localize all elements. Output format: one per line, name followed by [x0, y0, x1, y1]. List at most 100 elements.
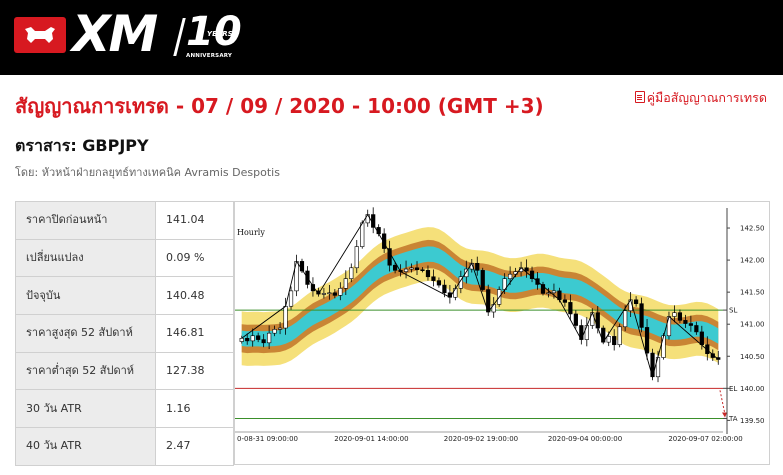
stats-row: ราคาสูงสุด 52 สัปดาห์ 146.81 [15, 314, 234, 353]
candle-body [382, 233, 387, 249]
y-tick-label: 142.50 [740, 225, 765, 233]
candle-body [256, 335, 261, 340]
stats-label: ราคาต่ำสุด 52 สัปดาห์ [15, 351, 156, 391]
band-outer [241, 227, 719, 366]
stats-row: ปัจจุบัน 140.48 [15, 276, 234, 316]
candle-body [666, 316, 672, 337]
instrument-heading: ตราสาร: GBPJPY [15, 136, 149, 155]
stats-value: 0.09 % [155, 238, 234, 278]
anniversary-years: YEARS [207, 30, 233, 38]
projection-arrow [722, 412, 727, 418]
candle-body [354, 246, 359, 269]
price-chart-svg: SL EL TA 142.50 142.00 141.50 141.00 140.50 140.… [235, 207, 765, 443]
candle-body [491, 304, 496, 313]
anniversary-number: 10 [186, 9, 242, 55]
candle-body [436, 280, 442, 286]
page-title: สัญญาณการเทรด - 07 / 09 / 2020 - 10:00 (… [15, 94, 544, 118]
stats-label: ราคาปิดก่อนหน้า [15, 201, 156, 240]
stats-value: 2.47 [155, 427, 234, 466]
x-tick-label: 2020-09-01 14:00:00 [334, 435, 408, 443]
candle-body [540, 284, 546, 294]
stats-row: 40 วัน ATR 2.47 [15, 427, 234, 466]
candle-body [403, 268, 409, 272]
band-inner [241, 246, 719, 347]
site-header: XM 10 YEARS ANNIVERSARY [0, 0, 783, 75]
trend-zigzag-line [241, 213, 719, 379]
stats-label: 40 วัน ATR [15, 427, 156, 466]
pdf-icon [634, 91, 645, 103]
candle-body [250, 335, 255, 342]
x-tick-label: 2020-09-02 19:00:00 [444, 435, 518, 443]
candle-body [617, 326, 622, 346]
candle-body [634, 299, 639, 304]
candle-body [683, 320, 688, 324]
stats-row: ราคาต่ำสุด 52 สัปดาห์ 127.38 [15, 351, 234, 391]
candle-body [595, 312, 600, 329]
candle-body [420, 269, 425, 272]
signal-guide-label: คู่มือสัญญาณการเทรด [646, 90, 767, 105]
candle-body [551, 290, 557, 294]
candle-body [524, 267, 529, 272]
logo-divider [173, 18, 186, 56]
level-label-el: EL [729, 385, 737, 393]
candle-body [568, 302, 573, 315]
chart-timeframe-label: Hourly [237, 228, 265, 237]
level-label-ta: TA [728, 415, 738, 423]
candle-body [277, 327, 283, 330]
level-label-sl: SL [729, 307, 737, 315]
stats-label: 30 วัน ATR [15, 389, 156, 429]
y-tick-label: 141.50 [740, 289, 765, 297]
candle-body [338, 288, 343, 296]
candle-body [677, 312, 683, 321]
candle-body [349, 267, 354, 279]
candle-body [710, 353, 715, 358]
candle-body [661, 335, 666, 358]
candle-body [343, 278, 348, 289]
bull-icon [25, 27, 55, 43]
candle-body [283, 305, 288, 329]
candle-body [672, 312, 677, 317]
anniversary-label: ANNIVERSARY [186, 53, 233, 59]
x-tick-label: 2020-09-04 00:00:00 [548, 435, 622, 443]
y-tick-label: 140.00 [740, 385, 765, 393]
candle-body [288, 290, 294, 307]
stats-row: เปลี่ยนแปลง 0.09 % [15, 238, 234, 278]
stats-value: 141.04 [155, 201, 234, 240]
signal-guide-link[interactable]: คู่มือสัญญาณการเทรด [634, 90, 767, 106]
projection-line [719, 390, 726, 415]
candle-body [573, 313, 578, 326]
y-tick-label: 140.50 [740, 353, 765, 361]
xm-logo-mark[interactable] [14, 17, 66, 53]
candle-body [393, 264, 398, 271]
candle-body [644, 327, 650, 354]
candle-body [508, 273, 513, 279]
stats-row: 30 วัน ATR 1.16 [15, 389, 234, 429]
stats-value: 1.16 [155, 389, 234, 429]
candle-body [606, 336, 611, 343]
candle-body [464, 268, 469, 278]
candle-body [584, 325, 589, 340]
candle-body [688, 323, 693, 326]
xm-logo-text[interactable]: XM [72, 5, 158, 63]
stats-value: 146.81 [155, 314, 234, 353]
candle-body [267, 332, 272, 344]
candle-body [529, 270, 535, 279]
candle-body [387, 248, 392, 266]
stats-label: ราคาสูงสุด 52 สัปดาห์ [15, 314, 156, 353]
candle-body [321, 293, 326, 295]
candle-body [261, 339, 266, 344]
candle-body [425, 270, 431, 278]
candle-body [310, 284, 316, 292]
candle-body [360, 222, 365, 247]
candle-body [475, 262, 480, 271]
candle-body [245, 338, 250, 342]
y-tick-label: 139.50 [740, 417, 765, 425]
candle-body [546, 292, 551, 295]
candle-body [699, 331, 704, 346]
candle-body [239, 338, 244, 342]
stats-value: 127.38 [155, 351, 234, 391]
stats-value: 140.48 [155, 276, 234, 316]
stats-row: ราคาปิดก่อนหน้า 141.04 [15, 201, 234, 240]
y-tick-label: 142.00 [740, 257, 765, 265]
candle-body [332, 292, 337, 296]
